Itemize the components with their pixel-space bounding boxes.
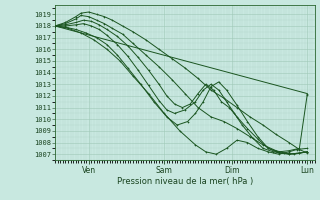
X-axis label: Pression niveau de la mer( hPa ): Pression niveau de la mer( hPa ) [117, 177, 253, 186]
